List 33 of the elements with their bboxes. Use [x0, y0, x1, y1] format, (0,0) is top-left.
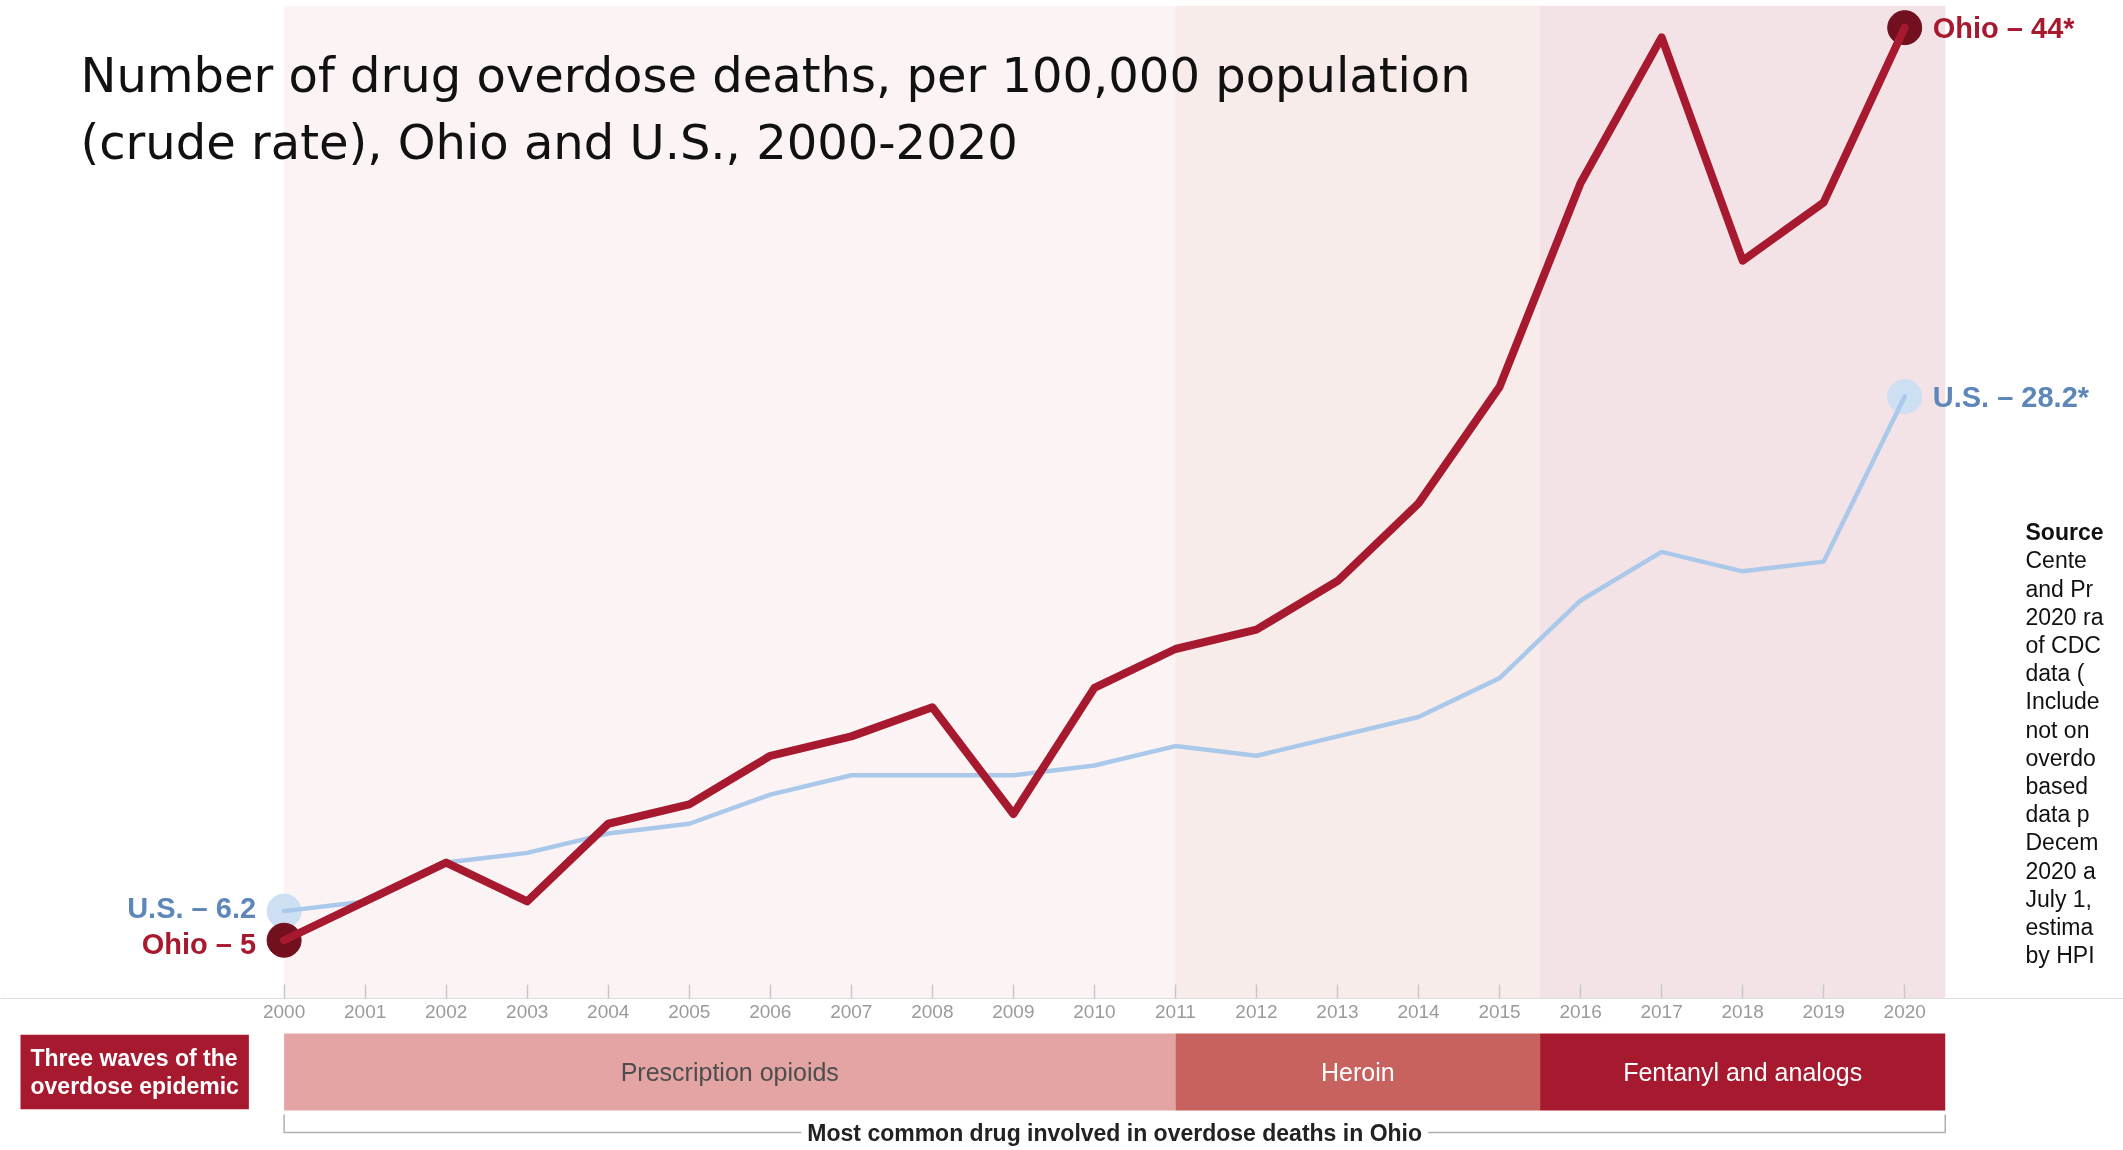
x-tick-label: 2006 — [749, 1000, 792, 1022]
x-tick-label: 2020 — [1883, 1000, 1926, 1022]
x-tick-label: 2015 — [1478, 1000, 1521, 1022]
x-tick-label: 2014 — [1397, 1000, 1441, 1022]
x-tick-label: 2017 — [1640, 1000, 1683, 1022]
x-tick-label: 2011 — [1155, 1000, 1196, 1022]
band-label: Fentanyl and analogs — [1623, 1058, 1863, 1086]
text: Three waves of the overdose epidemic — [30, 1044, 240, 1100]
x-tick-label: 2019 — [1802, 1000, 1845, 1022]
annotation: U.S. – 6.2 — [127, 891, 257, 924]
annotation: U.S. – 28.2* — [1932, 380, 2090, 413]
x-tick-label: 2009 — [992, 1000, 1035, 1022]
x-tick-label: 2002 — [425, 1000, 468, 1022]
band-label: Heroin — [1320, 1058, 1395, 1086]
annotation: Ohio – 5 — [141, 927, 257, 960]
x-tick-label: 2010 — [1073, 1000, 1116, 1022]
x-tick-label: 2000 — [262, 1000, 306, 1022]
x-tick-label: 2018 — [1721, 1000, 1764, 1022]
x-tick-label: 2005 — [668, 1000, 711, 1022]
text: Number of drug overdose deaths, per 100,000 population (crude rate), Ohio and U.S., 2000-2020 — [80, 46, 1471, 170]
text: Source Cente and Pr 2020 ra of CDC data ( Include not on overdo based data p Decem 2020 a July 1, estima by HPI — [2025, 519, 2104, 969]
text: Most common drug involved in overdose deaths in Ohio — [807, 1119, 1423, 1146]
x-tick-label: 2013 — [1316, 1000, 1359, 1022]
x-tick-label: 2004 — [587, 1000, 630, 1022]
x-tick-label: 2016 — [1559, 1000, 1602, 1022]
x-tick-label: 2008 — [911, 1000, 954, 1022]
x-tick-label: 2012 — [1235, 1000, 1278, 1022]
annotation: Ohio – 44* — [1932, 11, 2076, 44]
x-tick-label: 2001 — [344, 1000, 387, 1022]
x-tick-label: 2003 — [506, 1000, 549, 1022]
x-tick-label: 2007 — [830, 1000, 873, 1022]
band-label: Prescription opioids — [620, 1058, 839, 1086]
point — [1887, 379, 1923, 415]
